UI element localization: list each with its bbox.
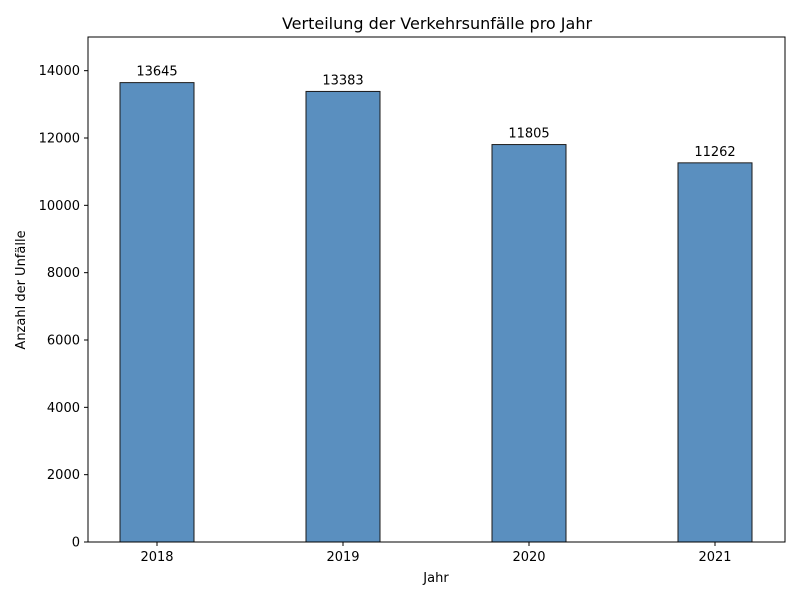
bar-2019	[305, 90, 381, 543]
x-tick-label-2021: 2021	[698, 550, 731, 565]
bar-2018	[119, 82, 195, 543]
plot-frame	[87, 36, 786, 543]
x-tick-label-2019: 2019	[326, 550, 359, 565]
plot-area: 13645 13383 11805 11262 2018 2019 2020 2021 0 200…	[39, 36, 786, 565]
y-tick-label-2000: 2000	[47, 468, 80, 483]
y-tick-label-0: 0	[72, 536, 80, 551]
data-label-2021: 11262	[694, 145, 735, 160]
y-tick-label-4000: 4000	[47, 401, 80, 416]
y-tick-label-6000: 6000	[47, 334, 80, 349]
bar-2020	[491, 144, 567, 543]
y-tick-label-12000: 12000	[39, 132, 80, 147]
data-label-2018: 13645	[136, 65, 177, 80]
x-axis-label: Jahr	[422, 571, 449, 586]
x-tick-label-2018: 2018	[140, 550, 173, 565]
y-tick-label-14000: 14000	[39, 64, 80, 79]
y-tick-label-10000: 10000	[39, 199, 80, 214]
data-label-2019: 13383	[322, 73, 363, 88]
y-tick-label-8000: 8000	[47, 266, 80, 281]
x-tick-label-2020: 2020	[512, 550, 545, 565]
data-label-2020: 11805	[508, 127, 549, 142]
y-axis-label-group: Anzahl der Unfälle	[14, 230, 29, 349]
chart-title: Verteilung der Verkehrsunfälle pro Jahr	[282, 14, 593, 33]
y-axis-label: Anzahl der Unfälle	[14, 230, 29, 349]
bar-2021	[677, 162, 753, 543]
